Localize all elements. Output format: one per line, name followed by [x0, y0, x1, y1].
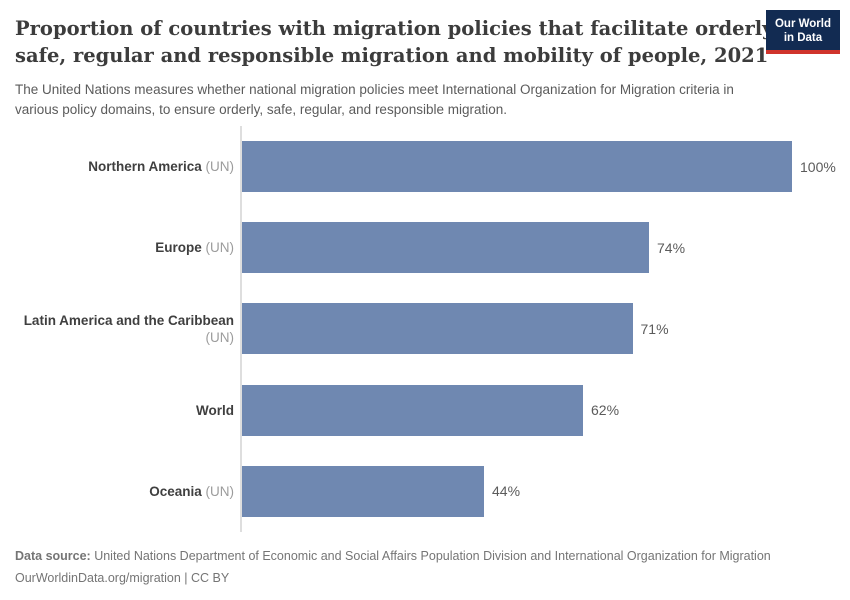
bar[interactable]	[242, 384, 583, 436]
category-label: Oceania (UN)	[15, 483, 240, 500]
category-suffix: (UN)	[201, 483, 235, 499]
owid-logo-line-2: in Data	[783, 32, 823, 44]
data-source-line: Data source: United Nations Department o…	[15, 545, 835, 567]
bar-value-label: 71%	[640, 320, 669, 337]
license-line: OurWorldinData.org/migration | CC BY	[15, 571, 230, 585]
bar-row: Latin America and the Caribbean (UN) 71%	[15, 288, 850, 369]
bar-row: World 62%	[15, 370, 850, 451]
bar-row: Northern America (UN) 100%	[15, 126, 850, 207]
bar[interactable]	[242, 141, 792, 193]
bar-chart: Northern America (UN) 100% Europe (UN) 7…	[15, 126, 850, 532]
bar-track: 74%	[240, 222, 850, 274]
category-name: Oceania	[149, 483, 202, 499]
page-title-line-2: safe, regular and responsible migration …	[15, 44, 769, 67]
category-suffix: (UN)	[201, 240, 235, 256]
category-suffix: (UN)	[201, 159, 235, 175]
bar-track: 44%	[240, 465, 850, 517]
bar-row: Europe (UN) 74%	[15, 207, 850, 288]
category-label: Latin America and the Caribbean (UN)	[15, 312, 240, 346]
category-name: World	[196, 402, 234, 418]
category-label: Northern America (UN)	[15, 158, 240, 175]
bar[interactable]	[242, 222, 649, 274]
bar-value-label: 62%	[591, 402, 620, 419]
chart-footer: Data source: United Nations Department o…	[15, 545, 835, 589]
bar-value-label: 44%	[492, 483, 521, 500]
chart-rows: Northern America (UN) 100% Europe (UN) 7…	[15, 126, 850, 532]
bar-value-label: 100%	[800, 158, 836, 175]
bar-row: Oceania (UN) 44%	[15, 451, 850, 532]
bar[interactable]	[242, 303, 633, 355]
category-name: Northern America	[88, 159, 202, 175]
category-name: Europe	[155, 240, 202, 256]
category-label: World	[15, 402, 240, 419]
bar-value-label: 74%	[657, 239, 686, 256]
chart-subtitle: The United Nations measures whether nati…	[15, 82, 734, 117]
category-suffix: (UN)	[205, 329, 235, 345]
bar-track: 100%	[240, 141, 850, 193]
owid-logo-line-1: Our World	[774, 18, 831, 30]
bar-track: 71%	[240, 303, 850, 355]
category-label: Europe (UN)	[15, 239, 240, 256]
bar-track: 62%	[240, 384, 850, 436]
owid-logo: Our World in Data	[765, 10, 840, 54]
data-source-text: United Nations Department of Economic an…	[90, 549, 771, 563]
page-title-line-1: Proportion of countries with migration p…	[15, 17, 779, 40]
chart-header: Proportion of countries with migration p…	[15, 15, 779, 120]
category-name: Latin America and the Caribbean	[23, 312, 234, 328]
y-axis-line	[240, 126, 242, 532]
data-source-label: Data source:	[15, 549, 91, 563]
bar[interactable]	[242, 465, 484, 517]
